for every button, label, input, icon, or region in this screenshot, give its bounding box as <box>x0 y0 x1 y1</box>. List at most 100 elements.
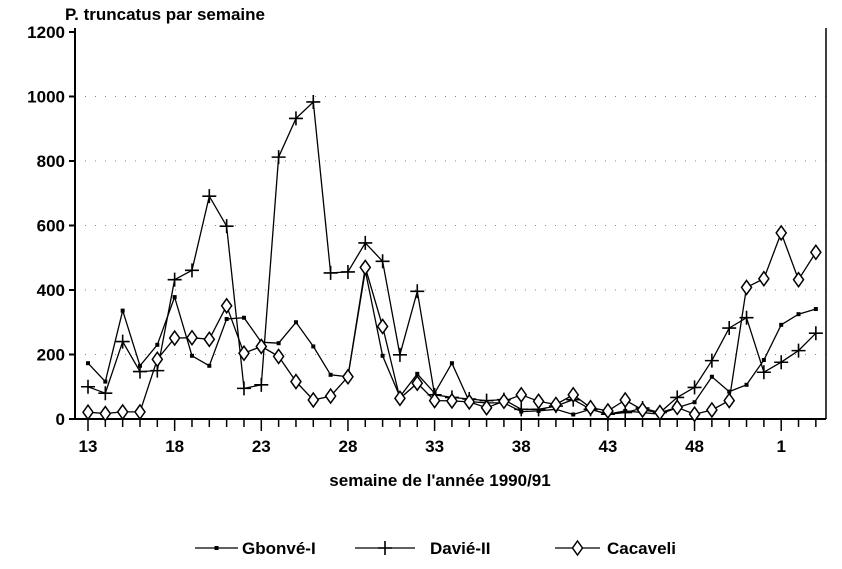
diamond-marker <box>359 259 372 276</box>
plus-marker <box>375 254 390 269</box>
diamond-marker <box>688 405 701 423</box>
x-tick-label: 43 <box>598 437 617 456</box>
legend-label: Davié-II <box>430 539 490 558</box>
dot-marker <box>189 353 194 358</box>
diamond-marker <box>411 374 424 392</box>
diamond-marker <box>186 329 198 347</box>
y-tick-label: 400 <box>37 281 65 300</box>
dot-marker <box>449 361 454 366</box>
dot-marker <box>328 372 333 377</box>
plus-marker <box>288 111 303 126</box>
series-line <box>87 231 817 415</box>
dot-marker <box>214 546 219 550</box>
diamond-marker <box>134 403 146 421</box>
plus-marker <box>392 347 407 362</box>
dot-marker <box>86 361 90 366</box>
plus-marker <box>340 264 355 279</box>
series-cacaveli <box>82 224 822 423</box>
diamond-marker <box>272 348 285 365</box>
diamond-marker <box>549 396 562 413</box>
diamond-marker <box>809 243 822 261</box>
diamond-marker <box>168 329 181 347</box>
diamond-marker <box>567 386 580 404</box>
y-tick-label: 1200 <box>27 23 65 42</box>
legend-label: Gbonvé-I <box>242 539 316 558</box>
plus-marker <box>808 326 823 341</box>
x-tick-label: 1 <box>776 437 785 456</box>
dot-marker <box>761 357 766 362</box>
plus-marker <box>358 235 373 250</box>
diamond-marker <box>497 392 510 410</box>
dot-marker <box>709 374 714 379</box>
diamond-marker <box>584 399 597 417</box>
diamond-marker <box>203 331 216 348</box>
plus-marker <box>254 377 269 392</box>
dot-marker <box>415 371 420 376</box>
diamond-marker <box>324 387 337 405</box>
x-tick-label: 23 <box>252 437 271 456</box>
diamond-marker <box>82 403 94 421</box>
diamond-marker <box>740 279 753 296</box>
plus-marker <box>202 189 217 204</box>
x-tick-label: 13 <box>79 437 98 456</box>
diamond-marker <box>515 386 528 404</box>
series-layer <box>81 94 823 423</box>
dot-marker <box>155 342 160 347</box>
x-tick-label: 38 <box>512 437 531 456</box>
y-tick-label: 800 <box>37 152 65 171</box>
diamond-marker <box>792 271 805 288</box>
legend-item: Cacaveli <box>555 539 676 558</box>
diamond-marker <box>775 224 788 242</box>
dot-marker <box>727 389 732 394</box>
plus-marker <box>687 380 702 395</box>
plus-marker <box>219 219 234 234</box>
plus-marker <box>236 381 251 396</box>
diamond-marker <box>307 391 320 409</box>
diamond-marker <box>757 270 770 288</box>
diamond-marker <box>255 338 268 355</box>
legend-item: Gbonvé-I <box>195 539 316 558</box>
x-tick-label: 18 <box>165 437 184 456</box>
diamond-marker <box>723 392 736 409</box>
series-davi-ii <box>81 94 823 422</box>
plus-marker <box>167 272 182 287</box>
dot-marker <box>120 308 125 313</box>
diamond-marker <box>480 399 493 417</box>
diamond-marker <box>290 373 302 390</box>
dot-marker <box>241 315 246 320</box>
diamond-marker <box>116 403 129 421</box>
diamond-marker <box>394 390 406 407</box>
dot-marker <box>380 353 385 358</box>
legend-label: Cacaveli <box>607 539 676 558</box>
x-tick-label: 33 <box>425 437 444 456</box>
legend-item: Davié-II <box>355 539 490 558</box>
dot-marker <box>692 400 697 405</box>
y-tick-label: 600 <box>37 217 65 236</box>
diamond-marker <box>619 391 632 409</box>
chart-title: P. truncatus par semaine <box>65 5 265 24</box>
plus-marker <box>756 365 771 380</box>
y-tick-label: 0 <box>56 410 65 429</box>
diamond-marker <box>220 297 233 315</box>
dot-marker <box>311 344 316 349</box>
dot-marker <box>813 307 818 312</box>
plus-marker <box>410 284 425 299</box>
plus-marker <box>184 263 199 278</box>
diamond-marker <box>446 392 458 410</box>
plus-marker <box>722 321 737 336</box>
dot-marker <box>224 317 229 322</box>
axes: 0 200 400 600 800 1000 1200 13 18 23 28 33 38 43 48 1 <box>27 23 827 456</box>
diamond-marker <box>705 401 718 419</box>
plus-marker <box>378 541 392 555</box>
diamond-marker <box>151 351 164 368</box>
y-tick-label: 1000 <box>27 88 65 107</box>
plus-marker <box>323 265 338 280</box>
plus-marker <box>115 334 130 349</box>
x-tick-label: 48 <box>685 437 704 456</box>
diamond-marker <box>636 401 649 419</box>
plus-marker <box>271 150 286 165</box>
plus-marker <box>81 379 95 394</box>
x-axis-label: semaine de l'année 1990/91 <box>329 471 550 490</box>
plus-marker <box>306 94 321 109</box>
plus-marker <box>791 343 806 358</box>
